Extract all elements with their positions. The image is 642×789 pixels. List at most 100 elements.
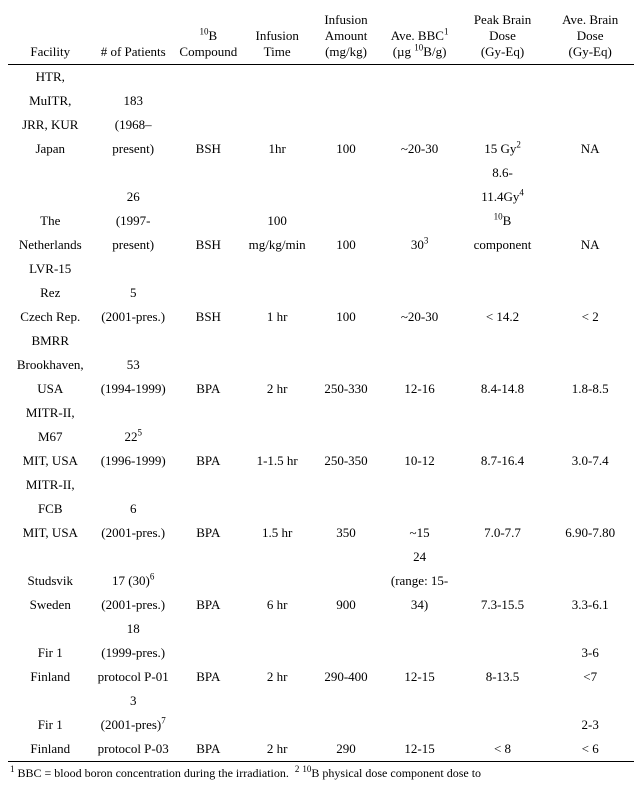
cell xyxy=(459,545,547,569)
cell xyxy=(8,617,93,641)
cell: ~20-30 xyxy=(380,137,458,161)
cell: 8.4-14.8 xyxy=(459,377,547,401)
cell xyxy=(174,713,243,737)
cell xyxy=(312,209,381,233)
table-row: JRR, KUR(1968– xyxy=(8,113,634,137)
cell xyxy=(459,113,547,137)
cell xyxy=(243,713,312,737)
table-row: Brookhaven,53 xyxy=(8,353,634,377)
cell: Netherlands xyxy=(8,233,93,257)
cell xyxy=(174,89,243,113)
cell xyxy=(174,569,243,593)
col-header-5: Ave. BBC1(µg 10B/g) xyxy=(380,8,458,65)
cell xyxy=(174,161,243,185)
table-row: MIT, USA(1996-1999)BPA1-1.5 hr250-35010-… xyxy=(8,449,634,473)
cell: Japan xyxy=(8,137,93,161)
cell: 12-15 xyxy=(380,665,458,689)
cell: (2001-pres.) xyxy=(93,521,174,545)
cell xyxy=(243,257,312,281)
cell: 3.0-7.4 xyxy=(546,449,634,473)
cell xyxy=(243,329,312,353)
cell xyxy=(459,353,547,377)
cell xyxy=(459,617,547,641)
cell: BPA xyxy=(174,449,243,473)
cell xyxy=(459,65,547,90)
cell xyxy=(243,89,312,113)
cell: 250-330 xyxy=(312,377,381,401)
table-row: LVR-15 xyxy=(8,257,634,281)
cell: Brookhaven, xyxy=(8,353,93,377)
cell xyxy=(546,209,634,233)
cell: (1997- xyxy=(93,209,174,233)
cell: (2001-pres)7 xyxy=(93,713,174,737)
table-row: HTR, xyxy=(8,65,634,90)
cell: BSH xyxy=(174,137,243,161)
cell xyxy=(243,569,312,593)
col-header-2: 10BCompound xyxy=(174,8,243,65)
cell: (1968– xyxy=(93,113,174,137)
cell: 1-1.5 hr xyxy=(243,449,312,473)
cell: Studsvik xyxy=(8,569,93,593)
cell: LVR-15 xyxy=(8,257,93,281)
cell xyxy=(459,713,547,737)
cell xyxy=(380,89,458,113)
cell: mg/kg/min xyxy=(243,233,312,257)
cell xyxy=(380,329,458,353)
cell: (2001-pres.) xyxy=(93,305,174,329)
cell: component xyxy=(459,233,547,257)
table-row: FCB6 xyxy=(8,497,634,521)
cell: 6.90-7.80 xyxy=(546,521,634,545)
cell: 15 Gy2 xyxy=(459,137,547,161)
cell xyxy=(174,185,243,209)
cell xyxy=(174,329,243,353)
cell: Czech Rep. xyxy=(8,305,93,329)
cell xyxy=(312,257,381,281)
cell: 303 xyxy=(380,233,458,257)
cell: MIT, USA xyxy=(8,449,93,473)
cell xyxy=(312,497,381,521)
cell xyxy=(312,473,381,497)
cell: 350 xyxy=(312,521,381,545)
cell xyxy=(243,497,312,521)
cell: MITR-II, xyxy=(8,473,93,497)
cell xyxy=(312,545,381,569)
cell xyxy=(380,473,458,497)
cell: 2 hr xyxy=(243,737,312,762)
cell: Rez xyxy=(8,281,93,305)
cell: The xyxy=(8,209,93,233)
table-row: MIT, USA(2001-pres.)BPA1.5 hr350~157.0-7… xyxy=(8,521,634,545)
cell xyxy=(312,401,381,425)
cell xyxy=(546,281,634,305)
cell: 8.6- xyxy=(459,161,547,185)
cell: 3.3-6.1 xyxy=(546,593,634,617)
cell: NA xyxy=(546,137,634,161)
table-row: BMRR xyxy=(8,329,634,353)
cell: NA xyxy=(546,233,634,257)
cell xyxy=(546,497,634,521)
table-row: Netherlandspresent)BSHmg/kg/min100303com… xyxy=(8,233,634,257)
cell: BSH xyxy=(174,305,243,329)
cell xyxy=(174,545,243,569)
cell xyxy=(459,473,547,497)
cell xyxy=(546,65,634,90)
cell xyxy=(93,545,174,569)
cell xyxy=(174,401,243,425)
cell: BPA xyxy=(174,737,243,762)
cell xyxy=(380,713,458,737)
cell: 2-3 xyxy=(546,713,634,737)
cell: BPA xyxy=(174,665,243,689)
cell xyxy=(243,545,312,569)
cell xyxy=(243,161,312,185)
cell xyxy=(459,689,547,713)
cell: Sweden xyxy=(8,593,93,617)
clinical-trials-table: Facility# of Patients10BCompoundInfusion… xyxy=(8,8,634,762)
col-header-7: Ave. BrainDose(Gy-Eq) xyxy=(546,8,634,65)
cell: USA xyxy=(8,377,93,401)
cell: 7.0-7.7 xyxy=(459,521,547,545)
table-row: MuITR,183 xyxy=(8,89,634,113)
cell: 183 xyxy=(93,89,174,113)
cell: Fir 1 xyxy=(8,641,93,665)
table-row: Finlandprotocol P-03BPA2 hr29012-15< 8< … xyxy=(8,737,634,762)
cell xyxy=(243,353,312,377)
cell: 8.7-16.4 xyxy=(459,449,547,473)
